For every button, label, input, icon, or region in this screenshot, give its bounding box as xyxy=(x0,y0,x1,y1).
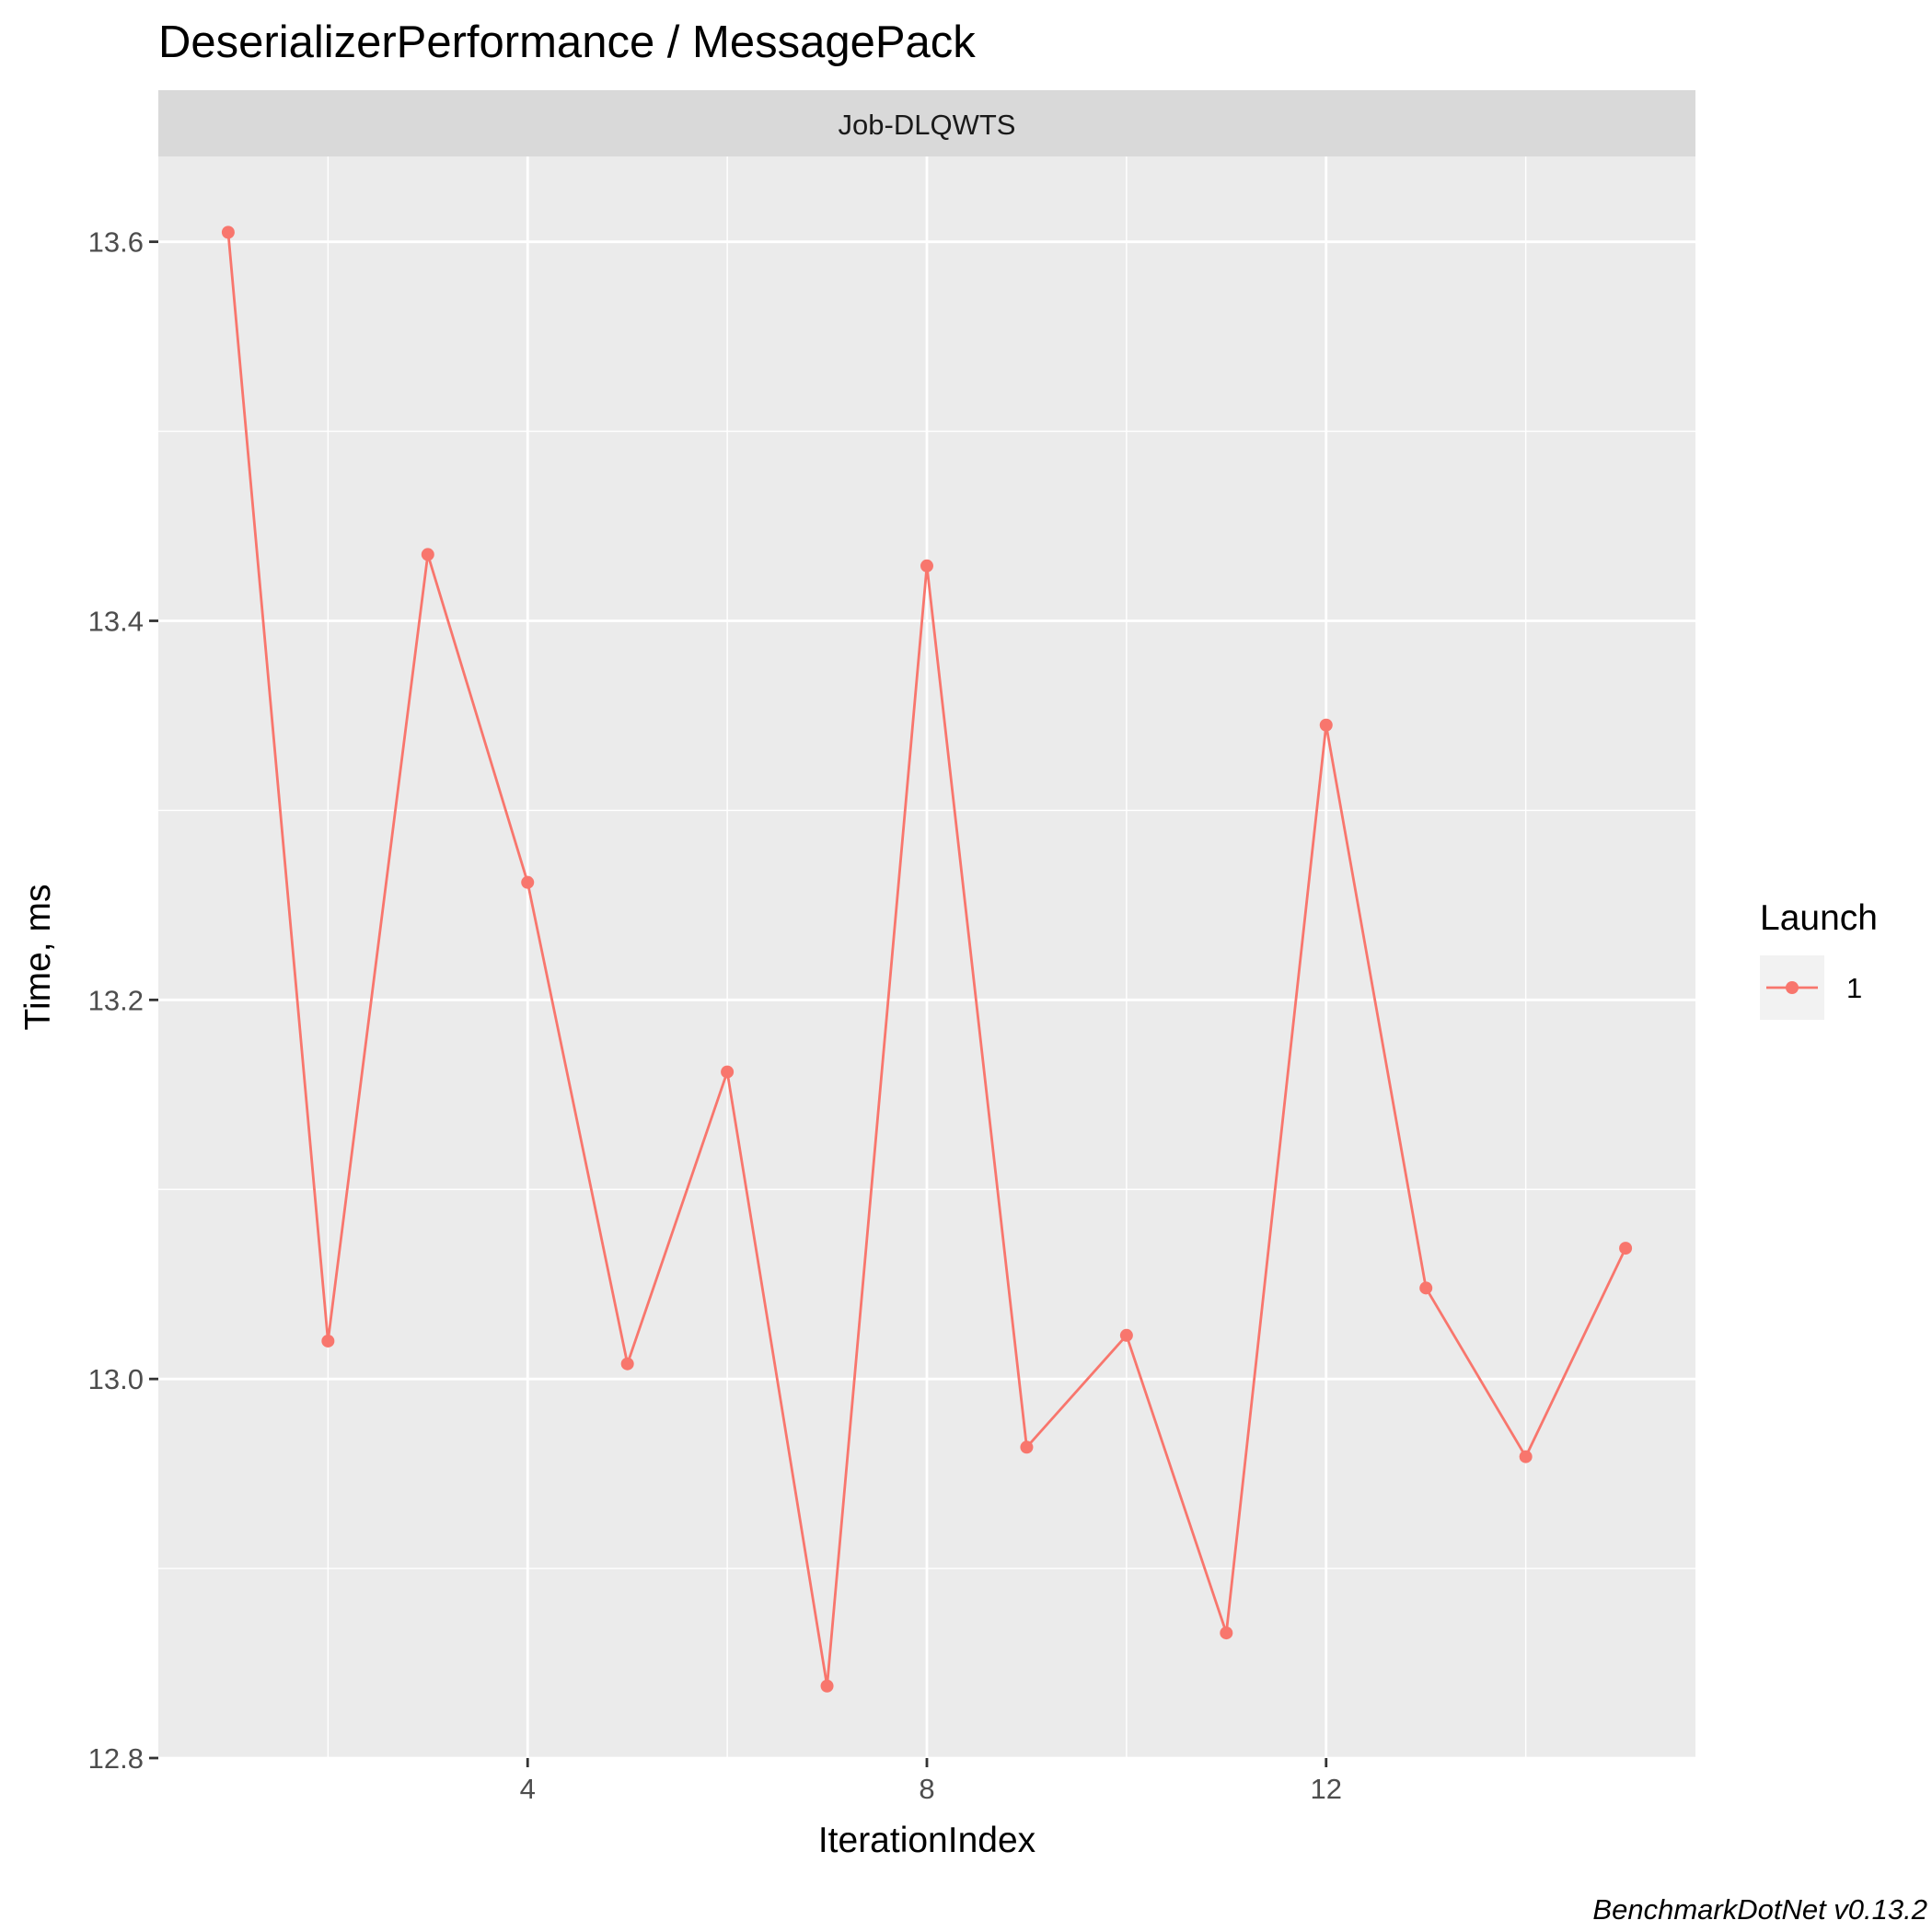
facet-strip-label: Job-DLQWTS xyxy=(839,109,1016,141)
y-tick-label: 13.2 xyxy=(88,984,144,1016)
data-point xyxy=(1119,1328,1133,1342)
y-tick-label: 13.6 xyxy=(88,226,144,259)
legend-key-point xyxy=(1786,981,1799,994)
legend-title: Launch xyxy=(1760,898,1878,938)
y-axis-title: Time, ms xyxy=(18,885,58,1031)
data-point xyxy=(321,1334,335,1348)
facet-strip xyxy=(158,90,1695,156)
x-tick-label: 4 xyxy=(520,1773,536,1805)
y-tick-label: 13.0 xyxy=(88,1363,144,1395)
x-axis-title: IterationIndex xyxy=(818,1821,1036,1860)
data-point xyxy=(620,1357,634,1371)
data-point xyxy=(421,548,434,561)
x-tick-label: 8 xyxy=(919,1773,934,1805)
chart-title: DeserializerPerformance / MessagePack xyxy=(158,17,976,67)
y-tick-label: 12.8 xyxy=(88,1742,144,1775)
legend: Launch 1 xyxy=(1760,898,1878,1020)
data-point xyxy=(1020,1440,1034,1454)
data-point xyxy=(521,875,535,889)
caption: BenchmarkDotNet v0.13.2 xyxy=(1592,1893,1927,1926)
y-tick-label: 13.4 xyxy=(88,605,144,637)
data-point xyxy=(1519,1450,1533,1463)
data-point xyxy=(1619,1242,1633,1255)
axes: 12.8 13.0 13.2 13.4 13.6 4 8 12 xyxy=(88,226,1342,1805)
data-point xyxy=(221,226,235,239)
x-tick-label: 12 xyxy=(1311,1773,1342,1805)
data-point xyxy=(1319,718,1333,732)
data-point xyxy=(721,1065,735,1079)
series-layer xyxy=(221,226,1633,1693)
data-point xyxy=(820,1679,834,1693)
legend-label: 1 xyxy=(1846,972,1862,1004)
data-point xyxy=(920,559,933,573)
data-point xyxy=(1220,1626,1233,1640)
data-point xyxy=(1419,1281,1433,1295)
